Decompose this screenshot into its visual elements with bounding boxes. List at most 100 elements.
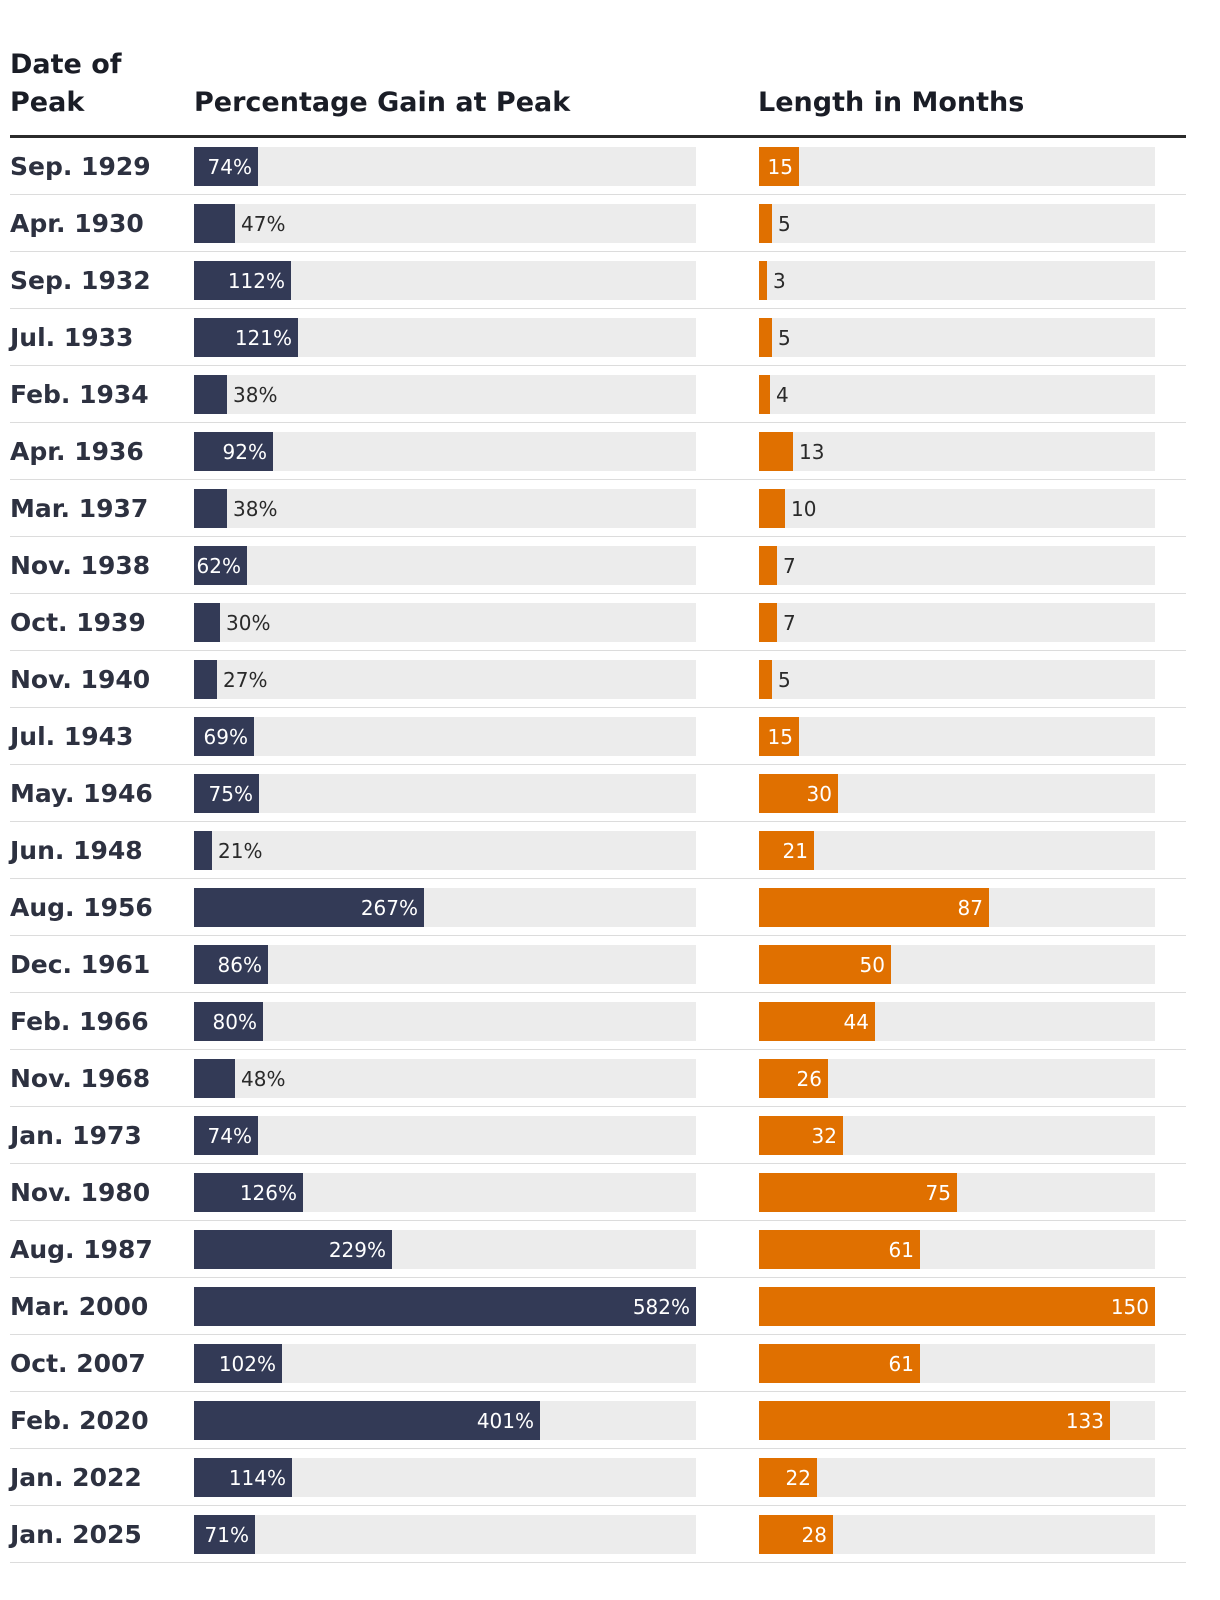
row-divider [10, 1505, 1186, 1506]
gain-label: 401% [476, 1409, 534, 1433]
gain-track: 267% [194, 888, 696, 927]
gain-bar [194, 1173, 303, 1212]
gain-label: 74% [207, 155, 252, 179]
gain-label: 92% [222, 440, 267, 464]
length-label: 150 [1110, 1295, 1149, 1319]
gain-label: 126% [239, 1181, 297, 1205]
gain-label: 267% [360, 896, 418, 920]
gain-track: 80% [194, 1002, 696, 1041]
table-row: Sep. 1929 74% 15 [0, 138, 1220, 195]
table-row: Jul. 1933 121% 5 [0, 309, 1220, 366]
gain-label: 229% [328, 1238, 386, 1262]
row-divider [10, 707, 1186, 708]
row-date: Jan. 2025 [10, 1520, 142, 1549]
length-label: 44 [843, 1010, 869, 1034]
length-label: 61 [888, 1352, 914, 1376]
length-label: 133 [1065, 1409, 1104, 1433]
length-bar [759, 432, 793, 471]
length-label: 22 [785, 1466, 811, 1490]
length-track: 61 [759, 1230, 1155, 1269]
length-label: 75 [925, 1181, 951, 1205]
gain-bar [194, 831, 212, 870]
gain-label: 48% [241, 1067, 286, 1091]
length-track: 75 [759, 1173, 1155, 1212]
column-header-gain: Percentage Gain at Peak [194, 87, 571, 118]
row-divider [10, 593, 1186, 594]
row-divider [10, 935, 1186, 936]
gain-track: 38% [194, 375, 696, 414]
table-row: Apr. 1930 47% 5 [0, 195, 1220, 252]
gain-bar [194, 1401, 540, 1440]
row-divider [10, 1334, 1186, 1335]
length-track: 3 [759, 261, 1155, 300]
row-date: Feb. 2020 [10, 1406, 149, 1435]
length-bar [759, 1116, 843, 1155]
gain-track: 229% [194, 1230, 696, 1269]
length-label: 13 [799, 440, 825, 464]
row-divider [10, 992, 1186, 993]
gain-bar [194, 1230, 392, 1269]
gain-label: 69% [203, 725, 248, 749]
length-bar [759, 1344, 920, 1383]
gain-track: 74% [194, 1116, 696, 1155]
row-date: Mar. 2000 [10, 1292, 149, 1321]
table-row: Aug. 1987 229% 61 [0, 1221, 1220, 1278]
gain-label: 102% [218, 1352, 276, 1376]
column-header-date: Date of Peak [10, 49, 122, 118]
gain-label: 21% [218, 839, 263, 863]
length-track: 50 [759, 945, 1155, 984]
length-label: 7 [783, 611, 796, 635]
gain-label: 112% [227, 269, 285, 293]
length-bar [759, 888, 989, 927]
gain-track: 69% [194, 717, 696, 756]
gain-track: 401% [194, 1401, 696, 1440]
length-bar [759, 1287, 1155, 1326]
gain-track: 75% [194, 774, 696, 813]
length-track: 61 [759, 1344, 1155, 1383]
row-date: Jul. 1933 [10, 323, 134, 352]
length-label: 87 [957, 896, 983, 920]
gain-track: 74% [194, 147, 696, 186]
row-date: Jan. 1973 [10, 1121, 142, 1150]
gain-bar [194, 1515, 255, 1554]
length-bar [759, 831, 814, 870]
gain-label: 75% [208, 782, 253, 806]
table-row: Dec. 1961 86% 50 [0, 936, 1220, 993]
row-date: Nov. 1968 [10, 1064, 151, 1093]
table-row: Nov. 1968 48% 26 [0, 1050, 1220, 1107]
gain-bar [194, 261, 291, 300]
length-label: 28 [801, 1523, 827, 1547]
gain-label: 86% [217, 953, 262, 977]
row-divider [10, 422, 1186, 423]
length-label: 30 [806, 782, 832, 806]
length-label: 5 [778, 668, 791, 692]
row-date: Sep. 1932 [10, 266, 151, 295]
row-date: Jan. 2022 [10, 1463, 142, 1492]
length-track: 5 [759, 318, 1155, 357]
gain-track: 102% [194, 1344, 696, 1383]
gain-track: 112% [194, 261, 696, 300]
length-track: 21 [759, 831, 1155, 870]
table-row: Jul. 1943 69% 15 [0, 708, 1220, 765]
gain-label: 30% [226, 611, 271, 635]
gain-bar [194, 945, 268, 984]
length-label: 50 [859, 953, 885, 977]
row-date: Feb. 1934 [10, 380, 149, 409]
length-bar [759, 261, 767, 300]
length-label: 5 [778, 326, 791, 350]
gain-track: 71% [194, 1515, 696, 1554]
gain-bar [194, 1002, 263, 1041]
row-date: Apr. 1930 [10, 209, 144, 238]
length-track: 4 [759, 375, 1155, 414]
gain-track: 121% [194, 318, 696, 357]
table-row: Nov. 1980 126% 75 [0, 1164, 1220, 1221]
length-label: 10 [791, 497, 817, 521]
gain-track: 92% [194, 432, 696, 471]
row-date: Apr. 1936 [10, 437, 144, 466]
length-bar [759, 945, 891, 984]
length-track: 5 [759, 660, 1155, 699]
gain-track: 47% [194, 204, 696, 243]
length-label: 7 [783, 554, 796, 578]
gain-label: 71% [204, 1523, 249, 1547]
length-label: 32 [811, 1124, 837, 1148]
